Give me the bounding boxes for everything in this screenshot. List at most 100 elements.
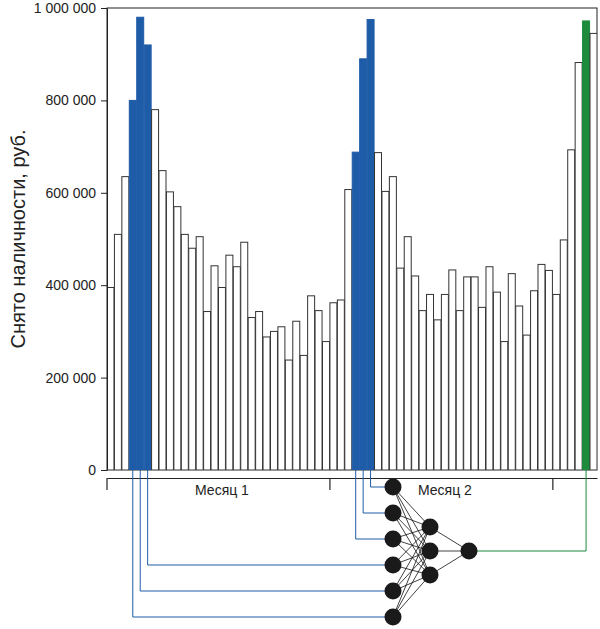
bar: [464, 277, 471, 470]
x-tick: Месяц 1: [195, 482, 249, 498]
bar: [241, 242, 248, 470]
bar: [189, 248, 196, 470]
y-tick: 1 000 000: [34, 0, 107, 16]
bar: [583, 21, 590, 470]
neural-network: [133, 470, 586, 626]
network-node: [422, 567, 439, 584]
bar: [293, 321, 300, 470]
group-separator: [552, 478, 553, 490]
x-tick-label: Месяц 2: [418, 482, 472, 498]
network-node: [385, 609, 402, 626]
bar: [152, 110, 159, 470]
bar: [129, 100, 136, 470]
input-connection: [140, 470, 393, 591]
y-axis-title: Снято наличности, руб.: [7, 129, 29, 348]
bar: [479, 307, 486, 470]
y-tick-label: 600 000: [45, 185, 96, 201]
bar: [590, 33, 597, 470]
bar: [144, 45, 151, 470]
bar: [218, 288, 225, 470]
group-separators: [107, 478, 553, 490]
network-node: [385, 531, 402, 548]
y-tick-mark: [101, 193, 107, 194]
y-tick-label: 400 000: [45, 277, 96, 293]
input-connection: [133, 470, 393, 617]
bar: [137, 17, 144, 470]
bar: [560, 240, 567, 470]
bar: [397, 268, 404, 470]
y-tick: 0: [88, 462, 107, 478]
network-node: [422, 519, 439, 536]
bar: [516, 306, 523, 470]
bar: [486, 267, 493, 470]
bar: [575, 63, 582, 470]
bar: [508, 274, 515, 470]
bar: [538, 264, 545, 470]
y-tick-label: 1 000 000: [34, 0, 96, 16]
y-tick-mark: [101, 470, 107, 471]
bar: [256, 312, 263, 470]
bar: [322, 342, 329, 470]
bar: [122, 177, 129, 470]
bars: [107, 17, 597, 470]
bar: [315, 311, 322, 470]
bar: [375, 153, 382, 470]
y-tick-mark: [101, 378, 107, 379]
y-tick-label: 0: [88, 462, 96, 478]
bar: [568, 150, 575, 470]
network-node: [385, 583, 402, 600]
bar: [204, 312, 211, 470]
bar: [263, 337, 270, 470]
bar: [382, 191, 389, 470]
bar: [352, 152, 359, 470]
bar: [389, 177, 396, 470]
bar: [456, 311, 463, 470]
y-axis: 0 200 000 400 000 600 000 800 000 1 000 000: [34, 0, 108, 478]
bar: [196, 237, 203, 470]
bar: [233, 267, 240, 470]
y-tick-mark: [101, 285, 107, 286]
chart: 0 200 000 400 000 600 000 800 000 1 000 000 Сн…: [0, 0, 600, 629]
bar: [166, 192, 173, 470]
bar: [337, 300, 344, 470]
group-separator: [329, 478, 330, 490]
bar: [531, 291, 538, 470]
bar: [181, 234, 188, 470]
bar: [278, 327, 285, 470]
y-tick-label: 800 000: [45, 92, 96, 108]
network-node: [385, 505, 402, 522]
bar: [427, 294, 434, 470]
y-tick: 200 000: [45, 370, 107, 386]
bar: [523, 335, 530, 470]
bar: [330, 303, 337, 470]
network-node: [385, 479, 402, 496]
x-tick-label: Месяц 1: [195, 482, 249, 498]
bar: [471, 277, 478, 470]
network-node: [461, 543, 478, 560]
bar: [174, 207, 181, 470]
bar: [345, 190, 352, 470]
plot-frame: [107, 8, 597, 470]
y-tick: 600 000: [45, 185, 107, 201]
bar: [367, 20, 374, 470]
bar: [501, 342, 508, 470]
y-tick: 400 000: [45, 277, 107, 293]
bar: [434, 320, 441, 470]
bar: [449, 270, 456, 470]
y-tick-mark: [101, 8, 107, 9]
output-connection: [469, 470, 586, 551]
bar: [493, 292, 500, 470]
bar: [404, 237, 411, 470]
bar: [545, 270, 552, 470]
bar: [226, 255, 233, 470]
bar: [308, 296, 315, 470]
bar: [360, 59, 367, 470]
x-axis-line: [108, 478, 598, 479]
bar: [159, 171, 166, 470]
y-tick: 800 000: [45, 92, 107, 108]
x-axis: Месяц 1 Месяц 2: [108, 479, 598, 498]
x-tick: Месяц 2: [418, 482, 472, 498]
bar: [114, 234, 121, 470]
bar: [419, 311, 426, 470]
bar: [248, 318, 255, 470]
